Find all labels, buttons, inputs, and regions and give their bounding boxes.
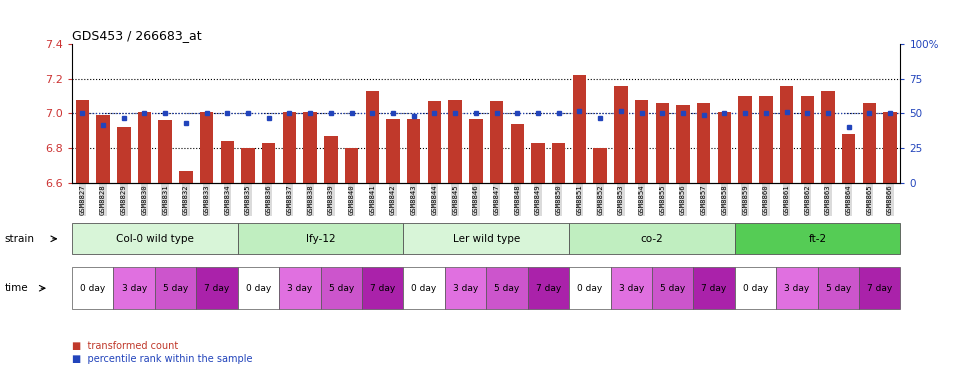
Bar	[345, 148, 358, 183]
Text: 7 day: 7 day	[370, 284, 396, 293]
Text: 3 day: 3 day	[122, 284, 147, 293]
Bar	[718, 112, 732, 183]
Text: 7 day: 7 day	[204, 284, 229, 293]
Text: 0 day: 0 day	[246, 284, 271, 293]
Bar	[386, 119, 399, 183]
Text: ■  percentile rank within the sample: ■ percentile rank within the sample	[72, 354, 252, 364]
Bar	[117, 127, 131, 183]
Bar	[738, 96, 752, 183]
Bar	[262, 143, 276, 183]
Bar	[593, 148, 607, 183]
Bar	[366, 91, 379, 183]
Text: 0 day: 0 day	[412, 284, 437, 293]
Text: 3 day: 3 day	[618, 284, 644, 293]
Text: 0 day: 0 day	[743, 284, 768, 293]
Text: lfy-12: lfy-12	[305, 234, 335, 244]
Bar	[469, 119, 483, 183]
Text: 3 day: 3 day	[287, 284, 312, 293]
Bar	[863, 103, 876, 183]
Text: 7 day: 7 day	[702, 284, 727, 293]
Bar	[759, 96, 773, 183]
Bar	[573, 75, 587, 183]
Bar	[614, 86, 628, 183]
Text: 3 day: 3 day	[784, 284, 809, 293]
Bar	[76, 100, 89, 183]
Bar	[96, 115, 109, 183]
Text: time: time	[5, 283, 29, 293]
Bar	[552, 143, 565, 183]
Text: 3 day: 3 day	[453, 284, 478, 293]
Bar	[138, 112, 152, 183]
Text: 7 day: 7 day	[536, 284, 561, 293]
Text: 5 day: 5 day	[494, 284, 519, 293]
Text: 5 day: 5 day	[660, 284, 685, 293]
Bar	[883, 112, 897, 183]
Bar	[490, 101, 503, 183]
Text: Ler wild type: Ler wild type	[452, 234, 520, 244]
Bar	[303, 112, 317, 183]
Text: ■  transformed count: ■ transformed count	[72, 341, 179, 351]
Text: ft-2: ft-2	[808, 234, 827, 244]
Text: strain: strain	[5, 234, 35, 244]
Bar	[780, 86, 793, 183]
Bar	[656, 103, 669, 183]
Bar	[407, 119, 420, 183]
Bar	[200, 112, 213, 183]
Bar	[697, 103, 710, 183]
Text: Col-0 wild type: Col-0 wild type	[116, 234, 194, 244]
Text: 7 day: 7 day	[867, 284, 893, 293]
Bar	[221, 141, 234, 183]
Bar	[158, 120, 172, 183]
Bar	[821, 91, 834, 183]
Bar	[448, 100, 462, 183]
Text: 5 day: 5 day	[163, 284, 188, 293]
Bar	[511, 124, 524, 183]
Bar	[531, 143, 544, 183]
Bar	[635, 100, 648, 183]
Bar	[676, 105, 689, 183]
Text: 0 day: 0 day	[577, 284, 603, 293]
Bar	[180, 171, 193, 183]
Text: 5 day: 5 day	[328, 284, 354, 293]
Bar	[801, 96, 814, 183]
Text: co-2: co-2	[640, 234, 663, 244]
Bar	[428, 101, 442, 183]
Bar	[283, 112, 297, 183]
Text: 5 day: 5 day	[826, 284, 851, 293]
Text: 0 day: 0 day	[80, 284, 106, 293]
Text: GDS453 / 266683_at: GDS453 / 266683_at	[72, 29, 202, 42]
Bar	[842, 134, 855, 183]
Bar	[241, 148, 254, 183]
Bar	[324, 136, 338, 183]
